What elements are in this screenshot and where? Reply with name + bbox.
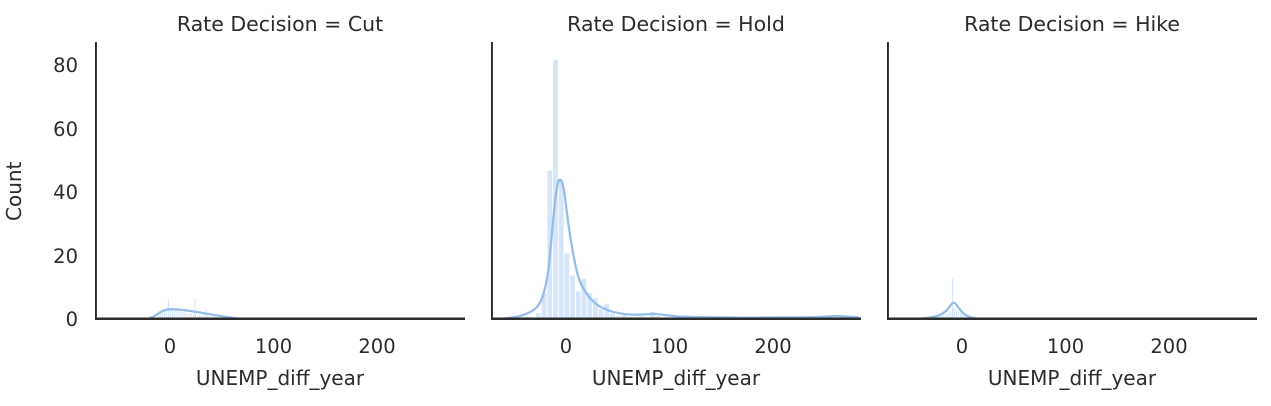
y-tick-label: 40 xyxy=(53,181,78,205)
histogram-bar xyxy=(184,312,186,320)
histogram-bar xyxy=(159,313,161,320)
x-tick-label: 200 xyxy=(754,335,792,358)
histogram-bar xyxy=(190,313,192,320)
histogram-bar xyxy=(182,312,184,320)
x-tick-label: 100 xyxy=(1046,335,1085,358)
x-tick-label: 100 xyxy=(254,335,293,358)
x-tick-label: 100 xyxy=(650,335,689,358)
y-tick-label: 80 xyxy=(53,54,78,78)
histogram-bar xyxy=(953,307,955,320)
histogram-bar xyxy=(163,310,165,320)
histogram-bar xyxy=(174,309,176,320)
x-tick-label: 0 xyxy=(955,335,969,358)
histogram-kde-plot-hold xyxy=(491,42,861,320)
x-tick-label: 200 xyxy=(1150,335,1188,358)
x-tick-label: 200 xyxy=(358,335,396,358)
histogram-bar xyxy=(196,314,199,320)
y-tick-label: 20 xyxy=(53,244,78,268)
bottom-spine xyxy=(491,317,861,320)
left-spine xyxy=(887,42,889,320)
histogram-bar xyxy=(581,278,587,320)
facet-title-cut: Rate Decision = Cut xyxy=(176,12,384,36)
histogram-bar xyxy=(955,309,957,320)
histogram-bar xyxy=(192,313,194,320)
y-tick-label: 0 xyxy=(65,308,78,331)
histogram-kde-plot-cut xyxy=(95,42,465,320)
histogram-bar xyxy=(558,180,564,320)
x-axis-label-cut: UNEMP_diff_year xyxy=(195,366,365,390)
bottom-spine xyxy=(887,317,1257,320)
histogram-spike-bar xyxy=(194,297,196,320)
histogram-bar xyxy=(180,311,182,320)
y-tick-label: 60 xyxy=(53,117,78,141)
histogram-bar xyxy=(959,313,962,320)
left-spine xyxy=(491,42,493,320)
histogram-bar xyxy=(949,311,951,320)
facet-hold: Rate Decision = Hold 0 100 200 UNEMP_diff_… xyxy=(491,0,861,406)
histogram-bar xyxy=(186,313,188,320)
histogram-bar xyxy=(587,293,593,320)
histogram-bar xyxy=(170,307,172,320)
bottom-spine xyxy=(95,317,465,320)
histogram-bar xyxy=(570,275,575,320)
histogram-spike-bar xyxy=(952,278,954,320)
histogram-bar xyxy=(575,291,581,320)
x-tick-label: 0 xyxy=(559,335,573,358)
histogram-bar xyxy=(161,312,163,320)
histogram-bar xyxy=(957,311,960,320)
facet-hike: Rate Decision = Hike 0 100 200 UNEMP_diff_… xyxy=(887,0,1257,406)
histogram-bar xyxy=(188,313,190,320)
histogram-bar xyxy=(541,293,547,320)
histogram-bar xyxy=(172,308,174,320)
histogram-bar xyxy=(945,314,947,320)
histogram-bar xyxy=(610,313,615,320)
facet-title-hold: Rate Decision = Hold xyxy=(567,12,785,36)
histogram-bar xyxy=(199,314,201,320)
facet-cut: Rate Decision = Cut 0 100 200 UNEMP_diff_y… xyxy=(95,0,465,406)
kde-curve xyxy=(909,301,986,320)
left-spine xyxy=(95,42,97,320)
histogram-bar xyxy=(176,310,178,320)
x-axis-label-hike: UNEMP_diff_year xyxy=(987,366,1157,390)
histogram-kde-plot-hike xyxy=(887,42,1257,320)
histogram-bar xyxy=(165,309,168,320)
histogram-bar xyxy=(178,311,180,320)
histogram-bar xyxy=(604,304,610,320)
histogram-bar xyxy=(649,312,655,320)
histogram-bar xyxy=(962,314,964,320)
histogram-bar xyxy=(592,297,598,320)
facet-title-hike: Rate Decision = Hike xyxy=(964,12,1180,36)
histogram-bar xyxy=(536,313,541,320)
x-tick-label: 0 xyxy=(163,335,177,358)
x-axis-label-hold: UNEMP_diff_year xyxy=(591,366,761,390)
histogram-spike-bar xyxy=(205,309,207,320)
histogram-bar xyxy=(947,313,949,320)
histogram-bar xyxy=(598,308,604,320)
histogram-bar xyxy=(564,253,570,320)
